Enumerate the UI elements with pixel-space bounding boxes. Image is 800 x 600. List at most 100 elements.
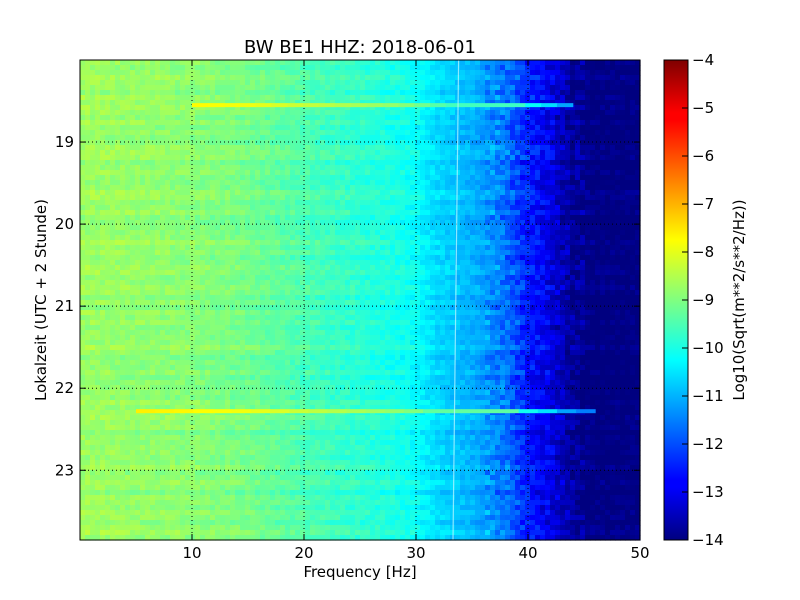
heat-cell: [135, 185, 141, 191]
heat-cell: [605, 155, 611, 161]
heat-cell: [490, 155, 496, 161]
heat-cell: [130, 95, 136, 101]
heat-cell: [390, 95, 396, 101]
heat-cell: [460, 90, 466, 96]
heat-cell: [110, 215, 116, 221]
heat-cell: [380, 220, 386, 226]
heat-cell: [115, 165, 121, 171]
heat-cell: [390, 60, 396, 66]
heat-cell: [615, 255, 621, 261]
heat-cell: [320, 120, 326, 126]
heat-cell: [455, 70, 461, 76]
heat-cell: [205, 170, 211, 176]
heat-cell: [225, 115, 231, 121]
heat-cell: [460, 160, 466, 166]
heat-cell: [80, 280, 86, 286]
heat-cell: [545, 210, 551, 216]
heat-cell: [165, 85, 171, 91]
heat-cell: [490, 125, 496, 131]
heat-cell: [80, 95, 86, 101]
heat-cell: [195, 145, 201, 151]
heat-cell: [120, 80, 126, 86]
heat-cell: [335, 215, 341, 221]
heat-cell: [550, 105, 556, 111]
heat-cell: [635, 225, 641, 231]
heat-cell: [180, 150, 186, 156]
heat-cell: [255, 150, 261, 156]
heat-cell: [470, 145, 476, 151]
heat-cell: [260, 255, 266, 261]
heat-cell: [305, 80, 311, 86]
heat-cell: [350, 110, 356, 116]
heat-cell: [455, 230, 461, 236]
heat-cell: [255, 275, 261, 281]
heat-cell: [150, 245, 156, 251]
heat-cell: [105, 250, 111, 256]
heat-cell: [285, 205, 291, 211]
heat-cell: [90, 115, 96, 121]
heat-cell: [230, 75, 236, 81]
heat-cell: [110, 90, 116, 96]
heat-cell: [470, 135, 476, 141]
heat-cell: [330, 215, 336, 221]
heat-cell: [520, 160, 526, 166]
heat-cell: [165, 255, 171, 261]
heat-cell: [360, 260, 366, 266]
heat-cell: [580, 165, 586, 171]
heat-cell: [150, 195, 156, 201]
heat-cell: [205, 175, 211, 181]
heat-cell: [105, 265, 111, 271]
heat-cell: [125, 145, 131, 151]
heat-cell: [405, 140, 411, 146]
heat-cell: [630, 80, 636, 86]
heat-cell: [350, 130, 356, 136]
heat-cell: [500, 270, 506, 276]
heat-cell: [450, 150, 456, 156]
heat-cell: [395, 230, 401, 236]
heat-cell: [290, 140, 296, 146]
heat-cell: [365, 250, 371, 256]
heat-cell: [180, 140, 186, 146]
heat-cell: [495, 155, 501, 161]
heat-cell: [490, 135, 496, 141]
heat-cell: [245, 105, 251, 111]
heat-cell: [265, 180, 271, 186]
heat-cell: [355, 130, 361, 136]
heat-cell: [425, 155, 431, 161]
heat-cell: [255, 135, 261, 141]
heat-cell: [165, 70, 171, 76]
heat-cell: [315, 215, 321, 221]
heat-cell: [355, 205, 361, 211]
heat-cell: [200, 155, 206, 161]
heat-cell: [125, 190, 131, 196]
heat-cell: [570, 215, 576, 221]
heat-cell: [345, 220, 351, 226]
heat-cell: [505, 205, 511, 211]
heat-cell: [460, 165, 466, 171]
heat-cell: [80, 245, 86, 251]
heat-cell: [460, 155, 466, 161]
heat-cell: [515, 85, 521, 91]
heat-cell: [270, 85, 276, 91]
heat-cell: [315, 95, 321, 101]
heat-cell: [515, 135, 521, 141]
heat-cell: [290, 270, 296, 276]
heat-cell: [340, 155, 346, 161]
heat-cell: [300, 280, 306, 286]
heat-cell: [265, 60, 271, 66]
heat-cell: [465, 105, 471, 111]
heat-cell: [245, 115, 251, 121]
heat-cell: [355, 270, 361, 276]
heat-cell: [170, 85, 176, 91]
heat-cell: [330, 70, 336, 76]
heat-cell: [140, 80, 146, 86]
heat-cell: [150, 275, 156, 281]
heat-cell: [395, 275, 401, 281]
heat-cell: [320, 135, 326, 141]
heat-cell: [80, 180, 86, 186]
heat-cell: [410, 280, 416, 286]
heat-cell: [340, 235, 346, 241]
heat-cell: [425, 170, 431, 176]
heat-cell: [150, 160, 156, 166]
heat-cell: [90, 260, 96, 266]
